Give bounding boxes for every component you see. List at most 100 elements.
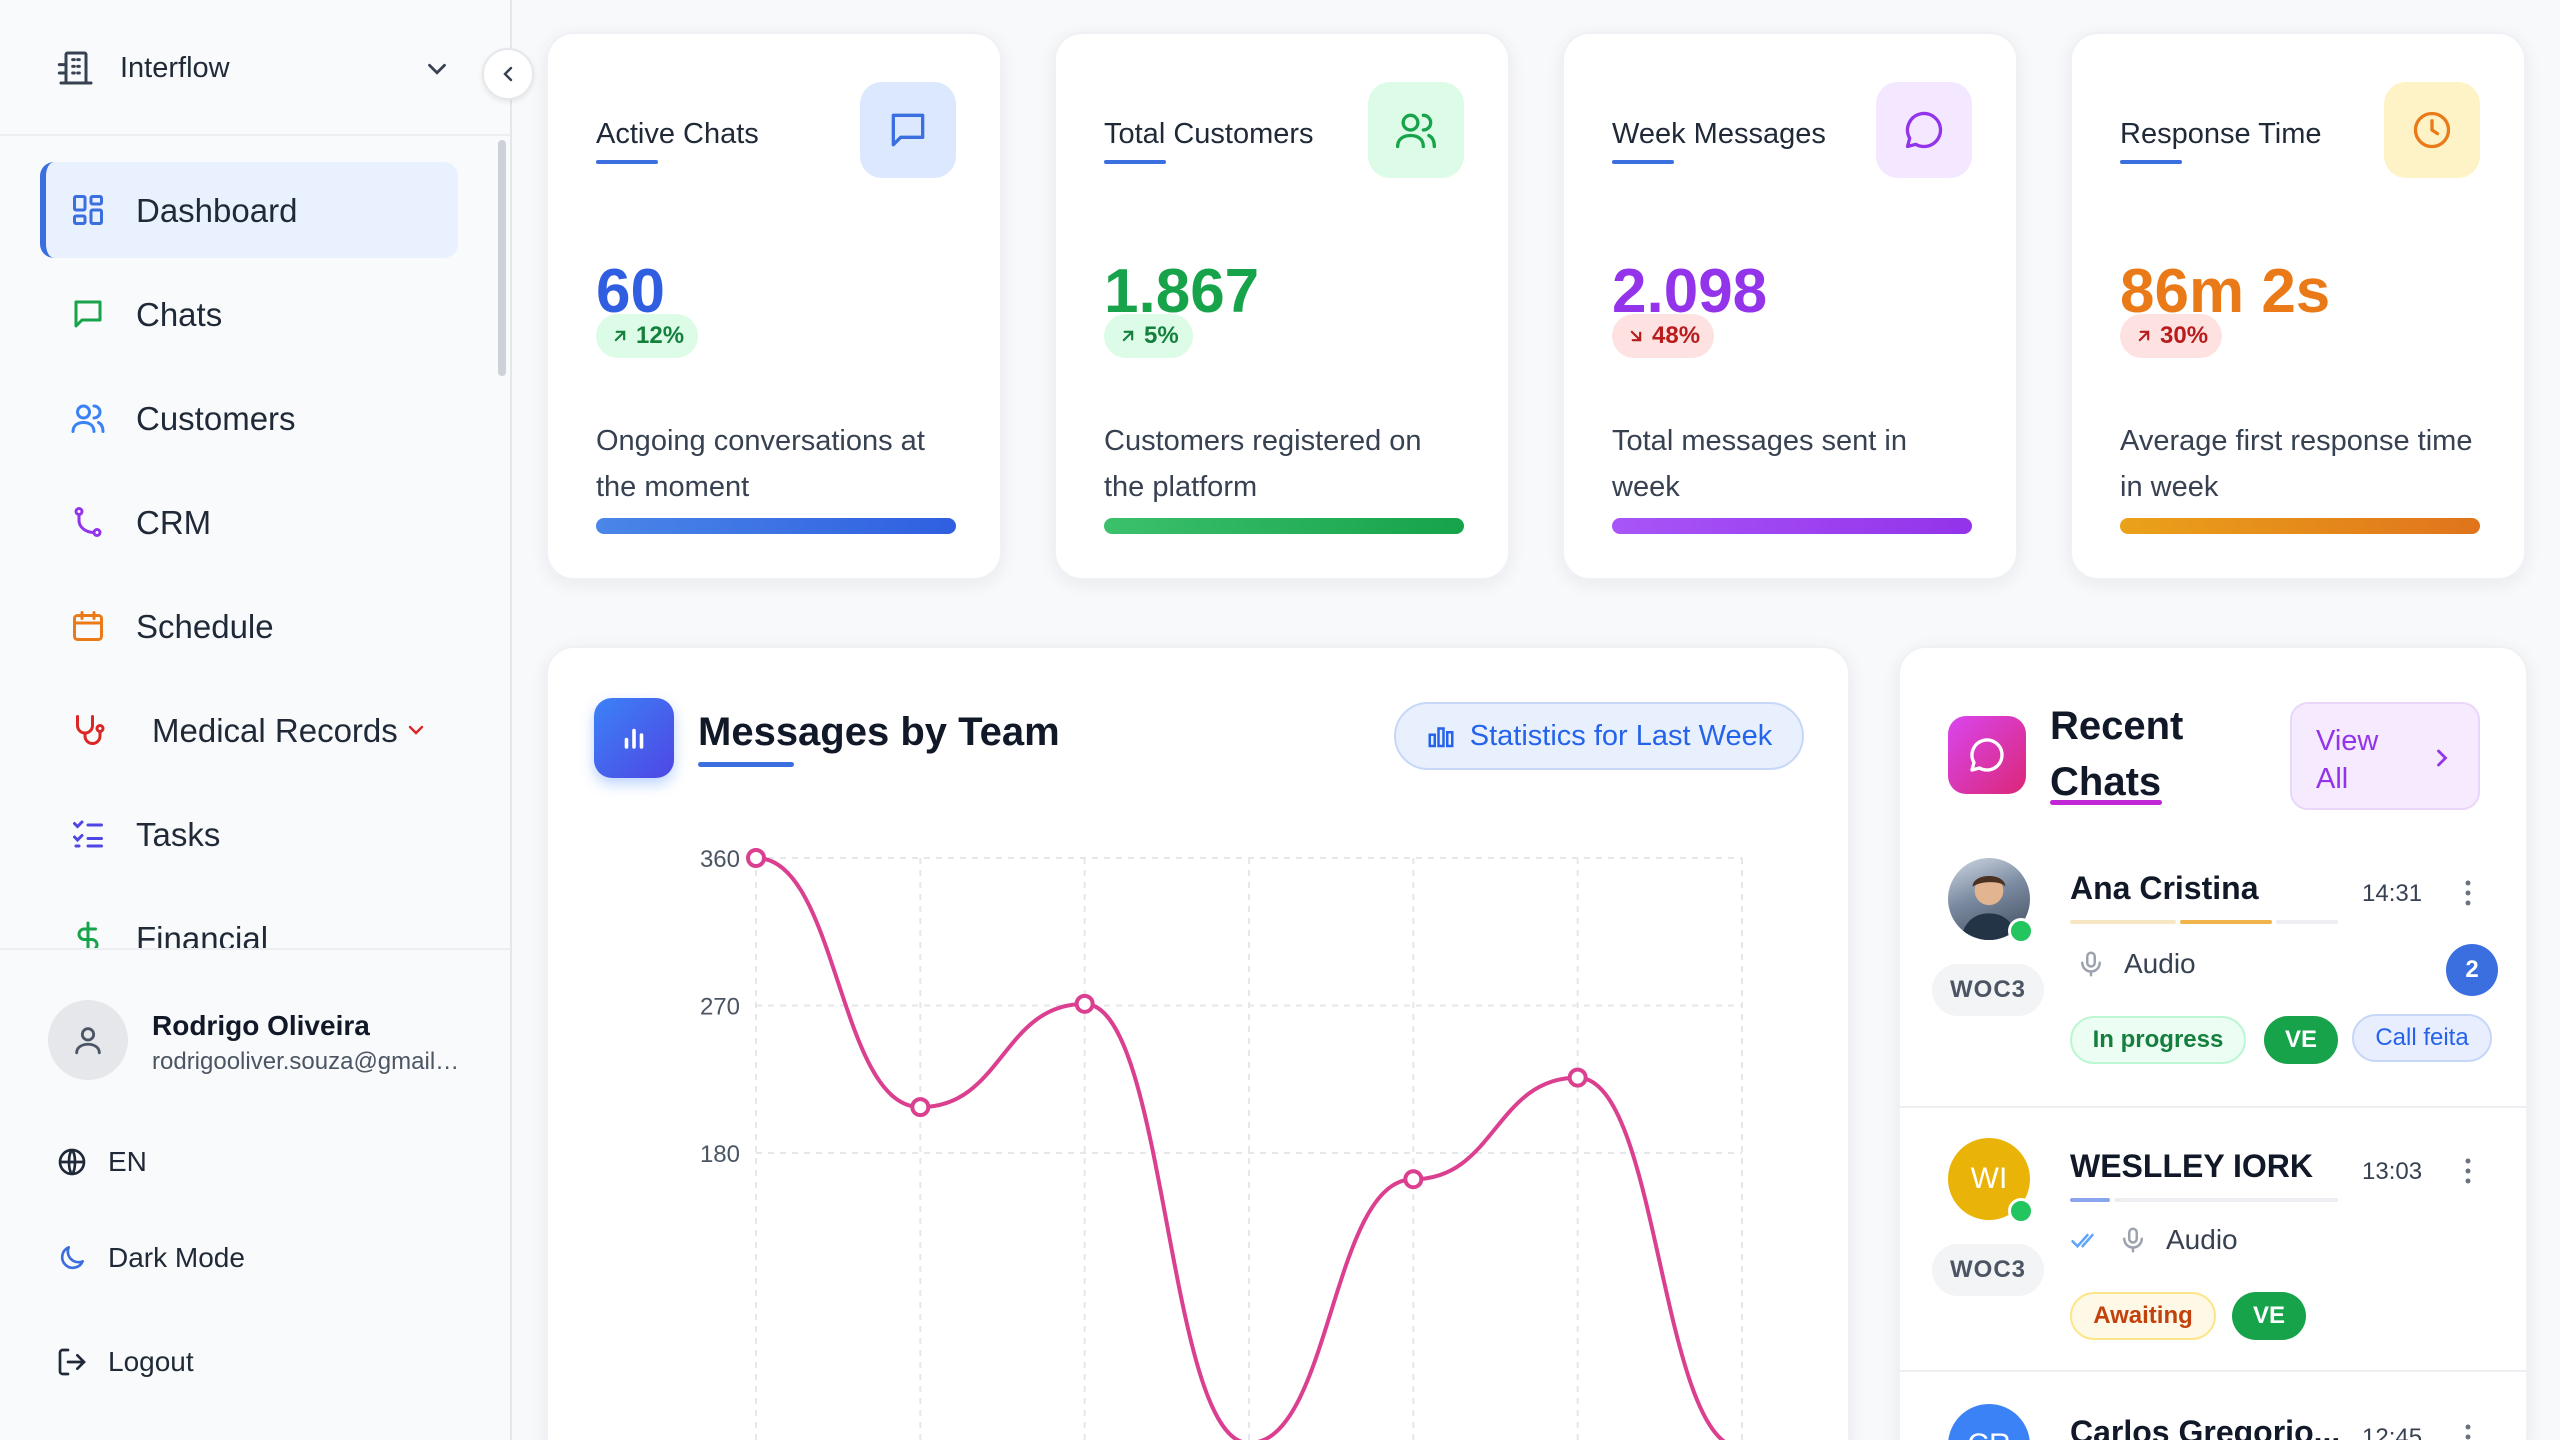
sidebar: Interflow Dashboard Chats Customers CRM … <box>0 0 512 1440</box>
collapse-sidebar-button[interactable] <box>482 48 534 100</box>
chat-progress-line <box>2276 920 2338 924</box>
avatar[interactable] <box>48 1000 128 1080</box>
data-point[interactable] <box>910 1097 931 1118</box>
sidebar-item-label: Tasks <box>136 816 221 853</box>
trend-up-icon <box>2138 330 2150 342</box>
building-icon <box>57 51 93 85</box>
chat-last-message: Audio <box>2070 1224 2238 1256</box>
title-underline <box>698 762 794 767</box>
chat-last-message: Audio <box>2076 948 2196 980</box>
statistics-period-label: Statistics for Last Week <box>1469 719 1773 752</box>
stat-change-badge: 5% <box>1104 314 1193 358</box>
git-branch-icon <box>74 507 102 537</box>
sidebar-item-financial[interactable]: Financial <box>40 890 458 950</box>
user-email: rodrigooliver.souza@gmail.com <box>152 1048 462 1075</box>
sidebar-item-crm[interactable]: CRM <box>40 474 458 570</box>
y-tick-label: 180 <box>700 1141 740 1168</box>
microphone-icon <box>2123 1227 2143 1253</box>
chat-time: 14:31 <box>2362 880 2423 907</box>
stat-change-badge: 12% <box>596 314 699 358</box>
chat-list-item[interactable]: WI WOC3 WESLLEY IORK 13:03 Audio Awaitin… <box>1900 1106 2526 1370</box>
chat-progress-line <box>2070 920 2176 924</box>
sidebar-item-dashboard[interactable]: Dashboard <box>40 162 458 258</box>
chat-contact-name: Carlos Gregorio... <box>2070 1414 2341 1440</box>
recent-chats-card: Recent Chats View All WOC3 Ana Cristina … <box>1898 646 2528 1440</box>
chat-time: 13:03 <box>2362 1158 2423 1185</box>
stat-icon-box <box>1876 82 1972 178</box>
sidebar-item-label: Schedule <box>136 608 274 645</box>
chevron-right-icon <box>2437 749 2448 767</box>
users-icon <box>1396 113 1436 149</box>
recent-chats-title: Recent Chats <box>2050 704 2184 804</box>
chat-list-item[interactable]: WOC3 Ana Cristina 14:31 Audio 2 In progr… <box>1900 848 2526 1106</box>
sidebar-item-schedule[interactable]: Schedule <box>40 578 458 674</box>
chevron-down-icon <box>428 63 446 75</box>
avatar-initials: WI <box>1970 1162 2008 1195</box>
chat-time: 12:45 <box>2362 1424 2423 1440</box>
statistics-period-button[interactable]: Statistics for Last Week <box>1394 702 1804 770</box>
sidebar-nav: Dashboard Chats Customers CRM Schedule M… <box>0 140 498 950</box>
message-circle-icon <box>1948 716 2026 794</box>
logout-label: Logout <box>108 1346 194 1377</box>
bar-chart-icon <box>1428 727 1454 748</box>
workspace-switcher[interactable]: Interflow <box>0 0 510 136</box>
label-tag: Call feita <box>2352 1014 2492 1062</box>
stat-description: Total messages sent in week <box>1612 425 1907 503</box>
data-point[interactable] <box>1567 1067 1588 1088</box>
channel-badge: WOC3 <box>1932 1244 2044 1296</box>
stat-card-response-time: Response Time 86m 2s 30% Average first r… <box>2070 32 2526 580</box>
stat-description: Average first response time in week <box>2120 425 2473 503</box>
logout-icon <box>58 1348 86 1376</box>
sidebar-item-label: Medical Records <box>152 712 398 749</box>
sidebar-item-medical-records[interactable]: Medical Records <box>40 682 458 778</box>
trend-up-icon <box>614 330 626 342</box>
sidebar-scrollbar[interactable] <box>498 140 506 376</box>
more-vertical-icon[interactable] <box>2464 1422 2472 1440</box>
sidebar-item-chats[interactable]: Chats <box>40 266 458 362</box>
language-selector[interactable]: EN <box>56 1146 147 1178</box>
title-underline <box>2050 800 2162 805</box>
data-point[interactable] <box>1074 993 1095 1014</box>
language-label: EN <box>108 1146 147 1177</box>
more-vertical-icon[interactable] <box>2464 1156 2472 1186</box>
status-tag: In progress <box>2070 1016 2246 1064</box>
more-vertical-icon[interactable] <box>2464 878 2472 908</box>
chart-title: Messages by Team <box>698 710 1060 754</box>
y-tick-label: 360 <box>700 846 740 873</box>
user-name: Rodrigo Oliveira <box>152 1010 370 1041</box>
view-all-button[interactable]: View All <box>2290 702 2480 810</box>
stat-card-total-customers: Total Customers 1.867 5% Customers regis… <box>1054 32 1510 580</box>
sidebar-item-customers[interactable]: Customers <box>40 370 458 466</box>
avatar: CR <box>1948 1404 2030 1440</box>
logout-button[interactable]: Logout <box>56 1346 194 1378</box>
sidebar-footer: Rodrigo Oliveira rodrigooliver.souza@gma… <box>0 948 510 1440</box>
whatsapp-icon <box>2008 918 2034 944</box>
dark-mode-label: Dark Mode <box>108 1242 245 1273</box>
chat-progress-line <box>2180 920 2272 924</box>
stat-title: Active Chats <box>596 118 759 150</box>
stat-bar <box>1612 518 1972 534</box>
unread-count-badge: 2 <box>2446 944 2498 996</box>
stat-change: 5% <box>1144 322 1179 349</box>
dark-mode-toggle[interactable]: Dark Mode <box>56 1242 245 1274</box>
whatsapp-icon <box>2008 1198 2034 1224</box>
microphone-icon <box>2081 951 2101 977</box>
data-point[interactable] <box>746 848 766 868</box>
stat-description: Customers registered on the platform <box>1104 425 1422 503</box>
calendar-icon <box>73 611 103 641</box>
stat-icon-box <box>2384 82 2480 178</box>
trend-up-icon <box>1122 330 1134 342</box>
sidebar-item-tasks[interactable]: Tasks <box>40 786 458 882</box>
chat-list-item[interactable]: CR Carlos Gregorio... 12:45 <box>1900 1370 2526 1440</box>
avatar-initials: CR <box>1967 1428 2010 1440</box>
chevron-left-icon <box>503 66 513 82</box>
stat-change-badge: 48% <box>1612 314 1715 358</box>
moon-icon <box>60 1246 84 1270</box>
data-point[interactable] <box>1403 1169 1424 1190</box>
title-underline <box>596 160 658 164</box>
user-icon <box>75 1027 101 1055</box>
double-check-icon <box>2071 1233 2094 1249</box>
chat-progress-line <box>2070 1198 2110 1202</box>
chevron-down-icon <box>408 725 424 735</box>
stat-icon-box <box>1368 82 1464 178</box>
